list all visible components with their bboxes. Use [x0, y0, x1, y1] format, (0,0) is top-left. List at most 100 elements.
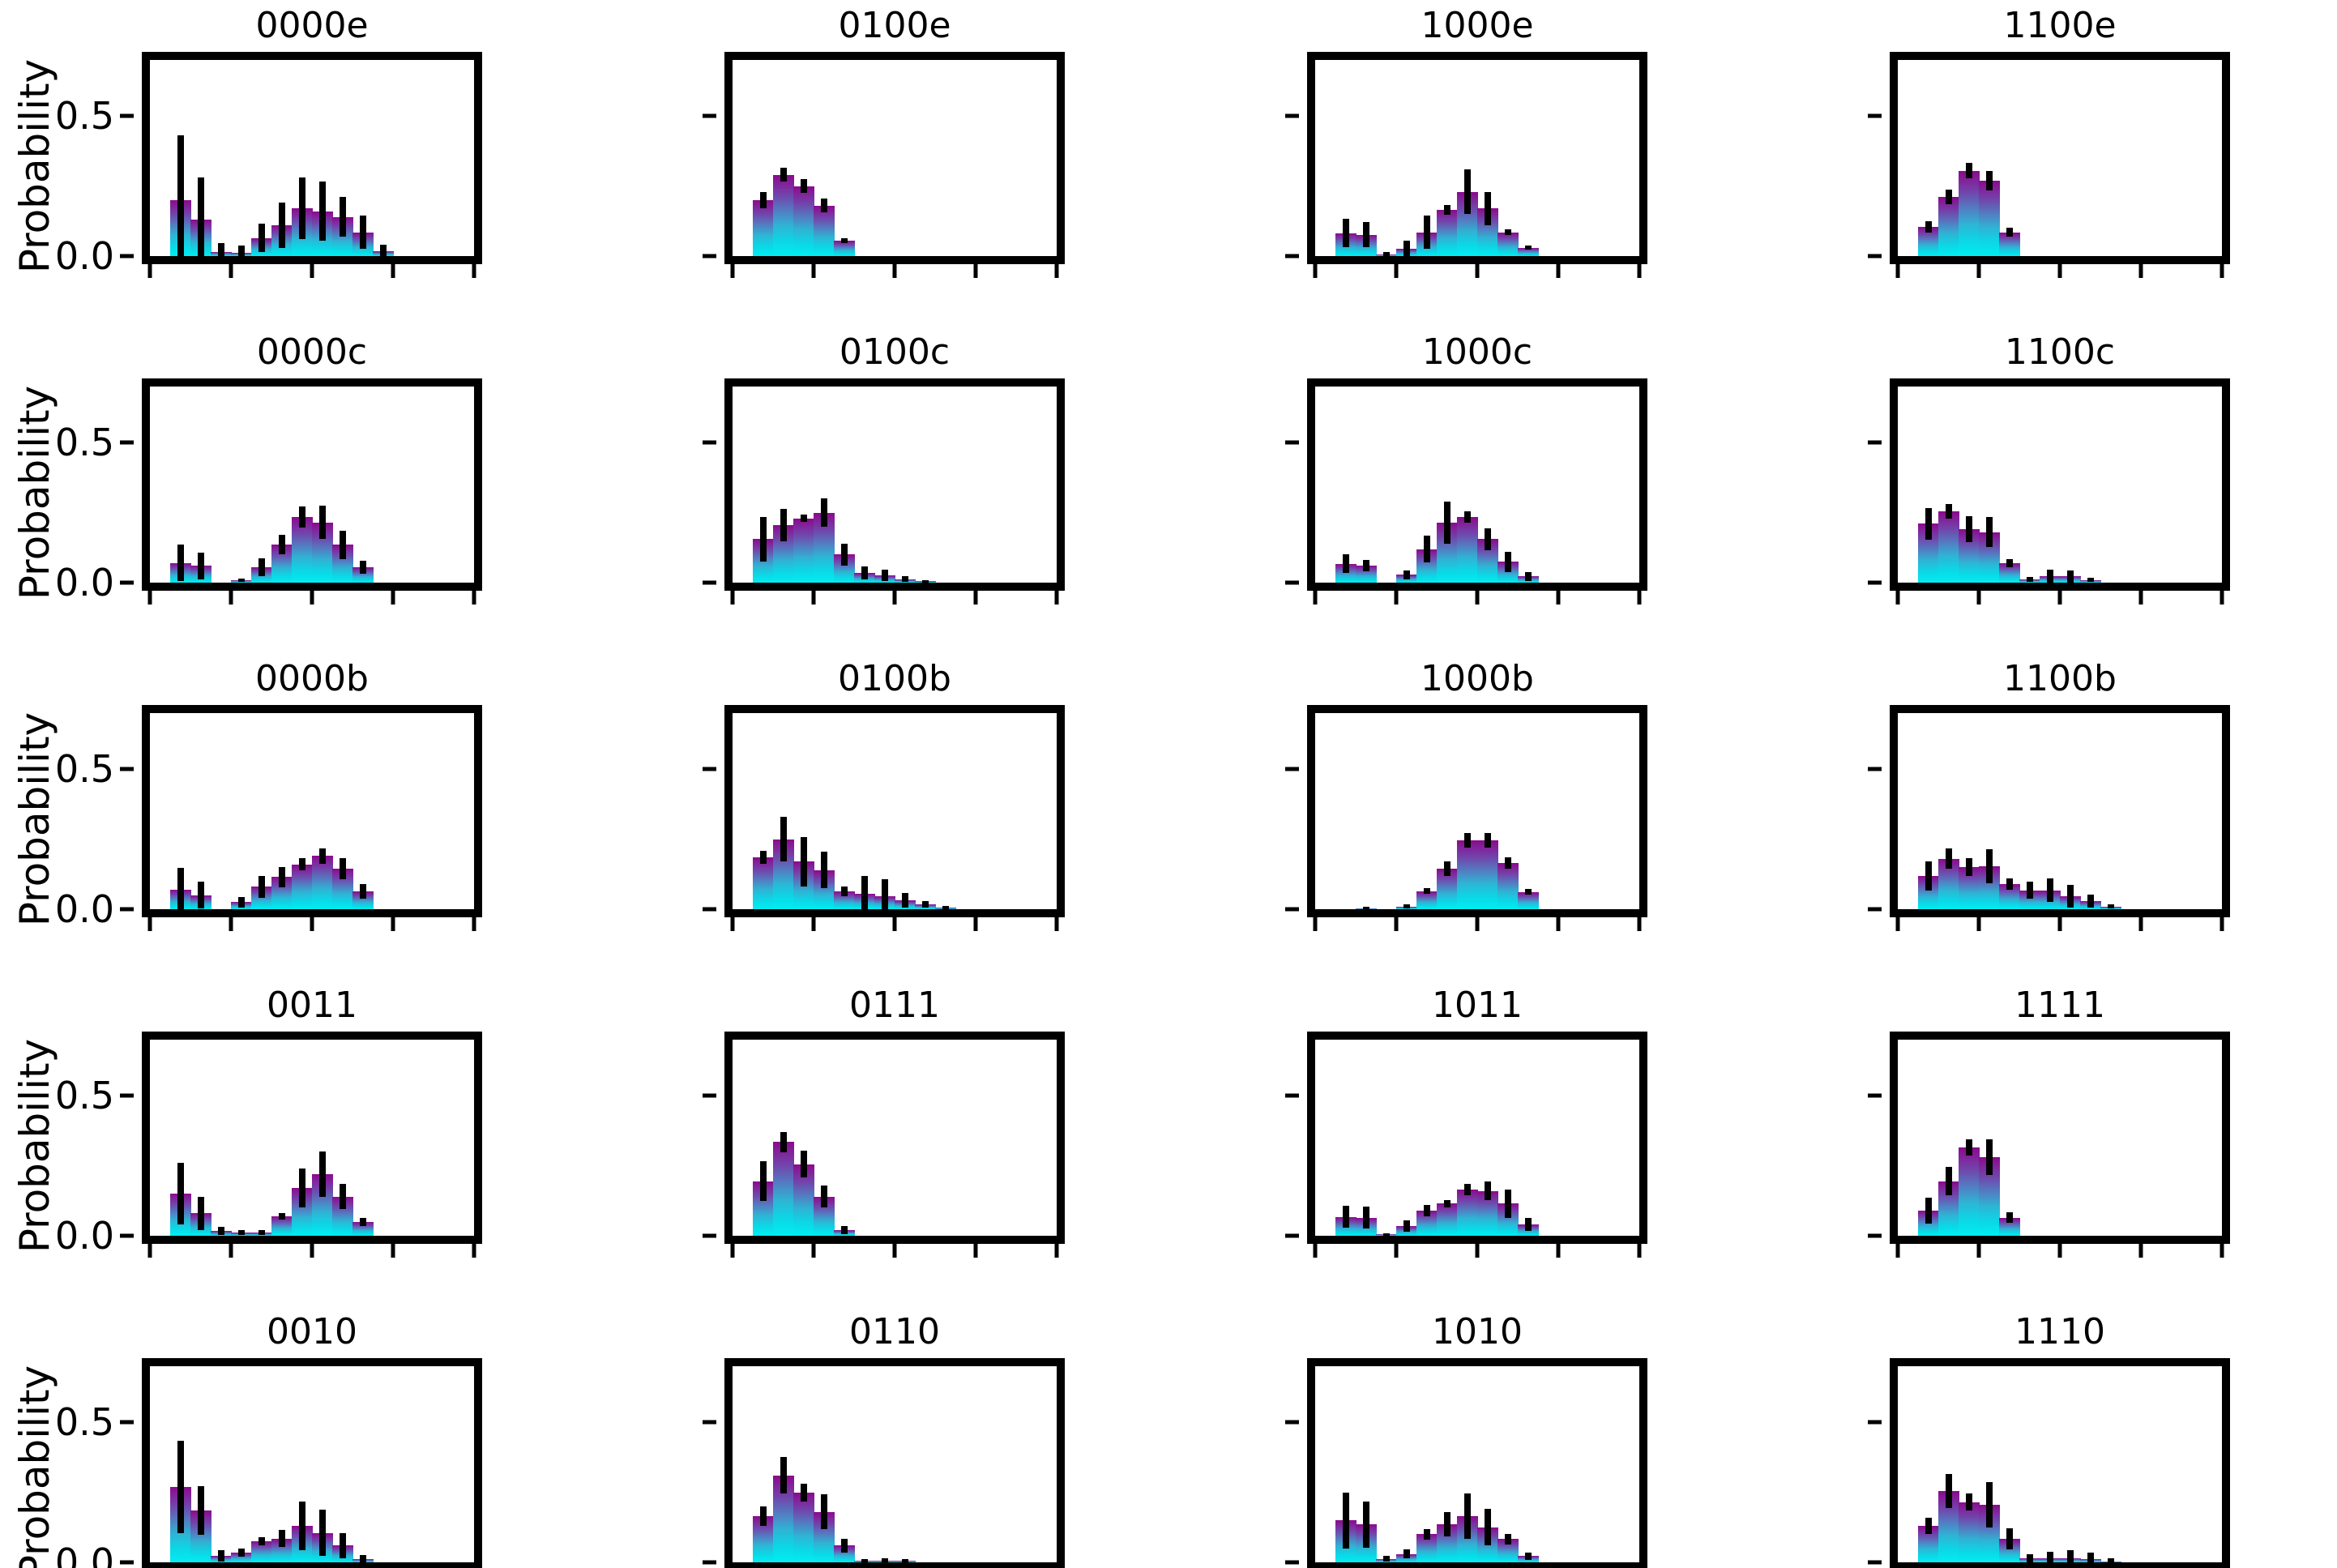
y-axis-label-text: Probability — [11, 1038, 58, 1254]
error-bar — [1925, 861, 1932, 891]
error-bar — [840, 544, 848, 566]
x-axis-tick — [1475, 264, 1480, 278]
error-bar — [1945, 848, 1952, 869]
error-bar — [820, 1494, 827, 1530]
x-axis-tick — [2057, 1244, 2062, 1258]
x-axis-tick — [1976, 1244, 1981, 1258]
y-axis-tick — [703, 767, 716, 771]
error-bar — [339, 857, 346, 880]
subplot-title: 0000b — [255, 658, 369, 699]
error-bar — [1484, 191, 1491, 225]
error-bar — [318, 505, 326, 540]
error-bar — [1443, 205, 1450, 215]
plot-area: 0.0 0.5 Probability — [11, 1032, 482, 1258]
error-bar — [298, 858, 305, 871]
histogram-bar — [292, 864, 313, 909]
x-axis-tick — [472, 917, 476, 931]
histogram-bar — [1959, 1147, 1980, 1236]
error-bar — [861, 566, 868, 579]
error-bar — [1524, 1217, 1532, 1232]
error-bar — [177, 1440, 184, 1533]
error-bar — [318, 1151, 326, 1197]
histogram-bar — [2019, 890, 2040, 909]
subplot-title: 0100e — [838, 5, 951, 46]
error-bar — [1342, 1205, 1349, 1228]
error-bar — [780, 1457, 787, 1494]
error-bar — [318, 182, 326, 241]
y-axis-tick — [1868, 1560, 1882, 1565]
x-axis-tick — [147, 591, 152, 605]
error-bar — [780, 509, 787, 542]
y-axis-tick — [703, 907, 716, 912]
subplot-1100b: 1100b — [1868, 658, 2230, 931]
error-bar — [1463, 1184, 1471, 1195]
error-bar — [1382, 1556, 1390, 1562]
x-axis-tick — [892, 591, 897, 605]
histogram-bar — [753, 199, 774, 256]
subplot-0100c: 0100c — [703, 331, 1065, 605]
error-bar — [177, 1163, 184, 1225]
error-bar — [1362, 222, 1369, 248]
y-axis-tick — [120, 767, 134, 771]
subplot-title: 0000e — [255, 5, 369, 46]
x-axis-tick — [1475, 917, 1480, 931]
histogram-bar — [1437, 1203, 1458, 1236]
error-bar — [298, 1169, 305, 1208]
error-bar — [800, 836, 807, 887]
histogram-bar — [352, 891, 374, 909]
error-bar — [2046, 1551, 2053, 1562]
error-bar — [1524, 572, 1532, 581]
y-axis-tick — [1285, 440, 1299, 445]
subplot-0011: 0011 0.0 0.5 Probability — [11, 985, 482, 1258]
histogram-bar — [1518, 891, 1539, 909]
x-axis-tick — [391, 591, 395, 605]
error-bar — [780, 816, 787, 862]
subplot-grid: 0000e 0.0 0.5 Probability 0100e 1000e 1100e 000… — [0, 5, 2337, 1568]
y-axis-tick — [703, 1093, 716, 1098]
y-axis-tick — [703, 1233, 716, 1238]
subplot-title: 1010 — [1432, 1311, 1523, 1352]
plot-area: 0.0 0.5 Probability — [11, 378, 482, 605]
error-bar — [1423, 536, 1430, 562]
x-axis-tick — [1637, 264, 1642, 278]
error-bar — [237, 579, 245, 583]
error-bar — [881, 1558, 888, 1562]
subplot-1000e: 1000e — [1285, 5, 1647, 278]
x-axis-tick — [1054, 917, 1059, 931]
histogram-bar — [1497, 862, 1519, 909]
error-bar — [1965, 516, 1972, 543]
error-bar — [759, 1506, 767, 1526]
x-axis-tick — [1313, 1244, 1318, 1258]
error-bar — [278, 1212, 285, 1220]
x-axis-tick — [1976, 917, 1981, 931]
y-axis-tick — [703, 440, 716, 445]
y-axis-tick — [120, 440, 134, 445]
error-bar — [1443, 1512, 1450, 1537]
histogram-bar — [793, 1492, 814, 1562]
subplot-1111: 1111 — [1868, 985, 2230, 1258]
x-axis-tick — [973, 264, 978, 278]
error-bar — [1524, 245, 1532, 250]
error-bar — [901, 1559, 908, 1562]
error-bar — [840, 237, 848, 244]
y-axis-tick — [1285, 1093, 1299, 1098]
histogram-bar — [793, 186, 814, 256]
subplot-0111: 0111 — [703, 985, 1065, 1258]
x-axis-tick — [973, 917, 978, 931]
x-axis-tick — [1054, 264, 1059, 278]
error-bar — [197, 1196, 204, 1231]
error-bar — [2006, 1211, 2013, 1224]
y-axis-tick — [120, 254, 134, 258]
error-bar — [780, 168, 787, 182]
histogram-bar — [773, 174, 794, 256]
error-bar — [759, 191, 767, 209]
y-axis-tick — [1285, 767, 1299, 771]
error-bar — [1985, 170, 1993, 190]
x-axis-tick — [1394, 264, 1399, 278]
error-bar — [278, 203, 285, 248]
error-bar — [1463, 833, 1471, 848]
error-bar — [1925, 1198, 1932, 1224]
error-bar — [1965, 162, 1972, 179]
plot-area — [1285, 1032, 1647, 1258]
error-bar — [1463, 1493, 1471, 1540]
